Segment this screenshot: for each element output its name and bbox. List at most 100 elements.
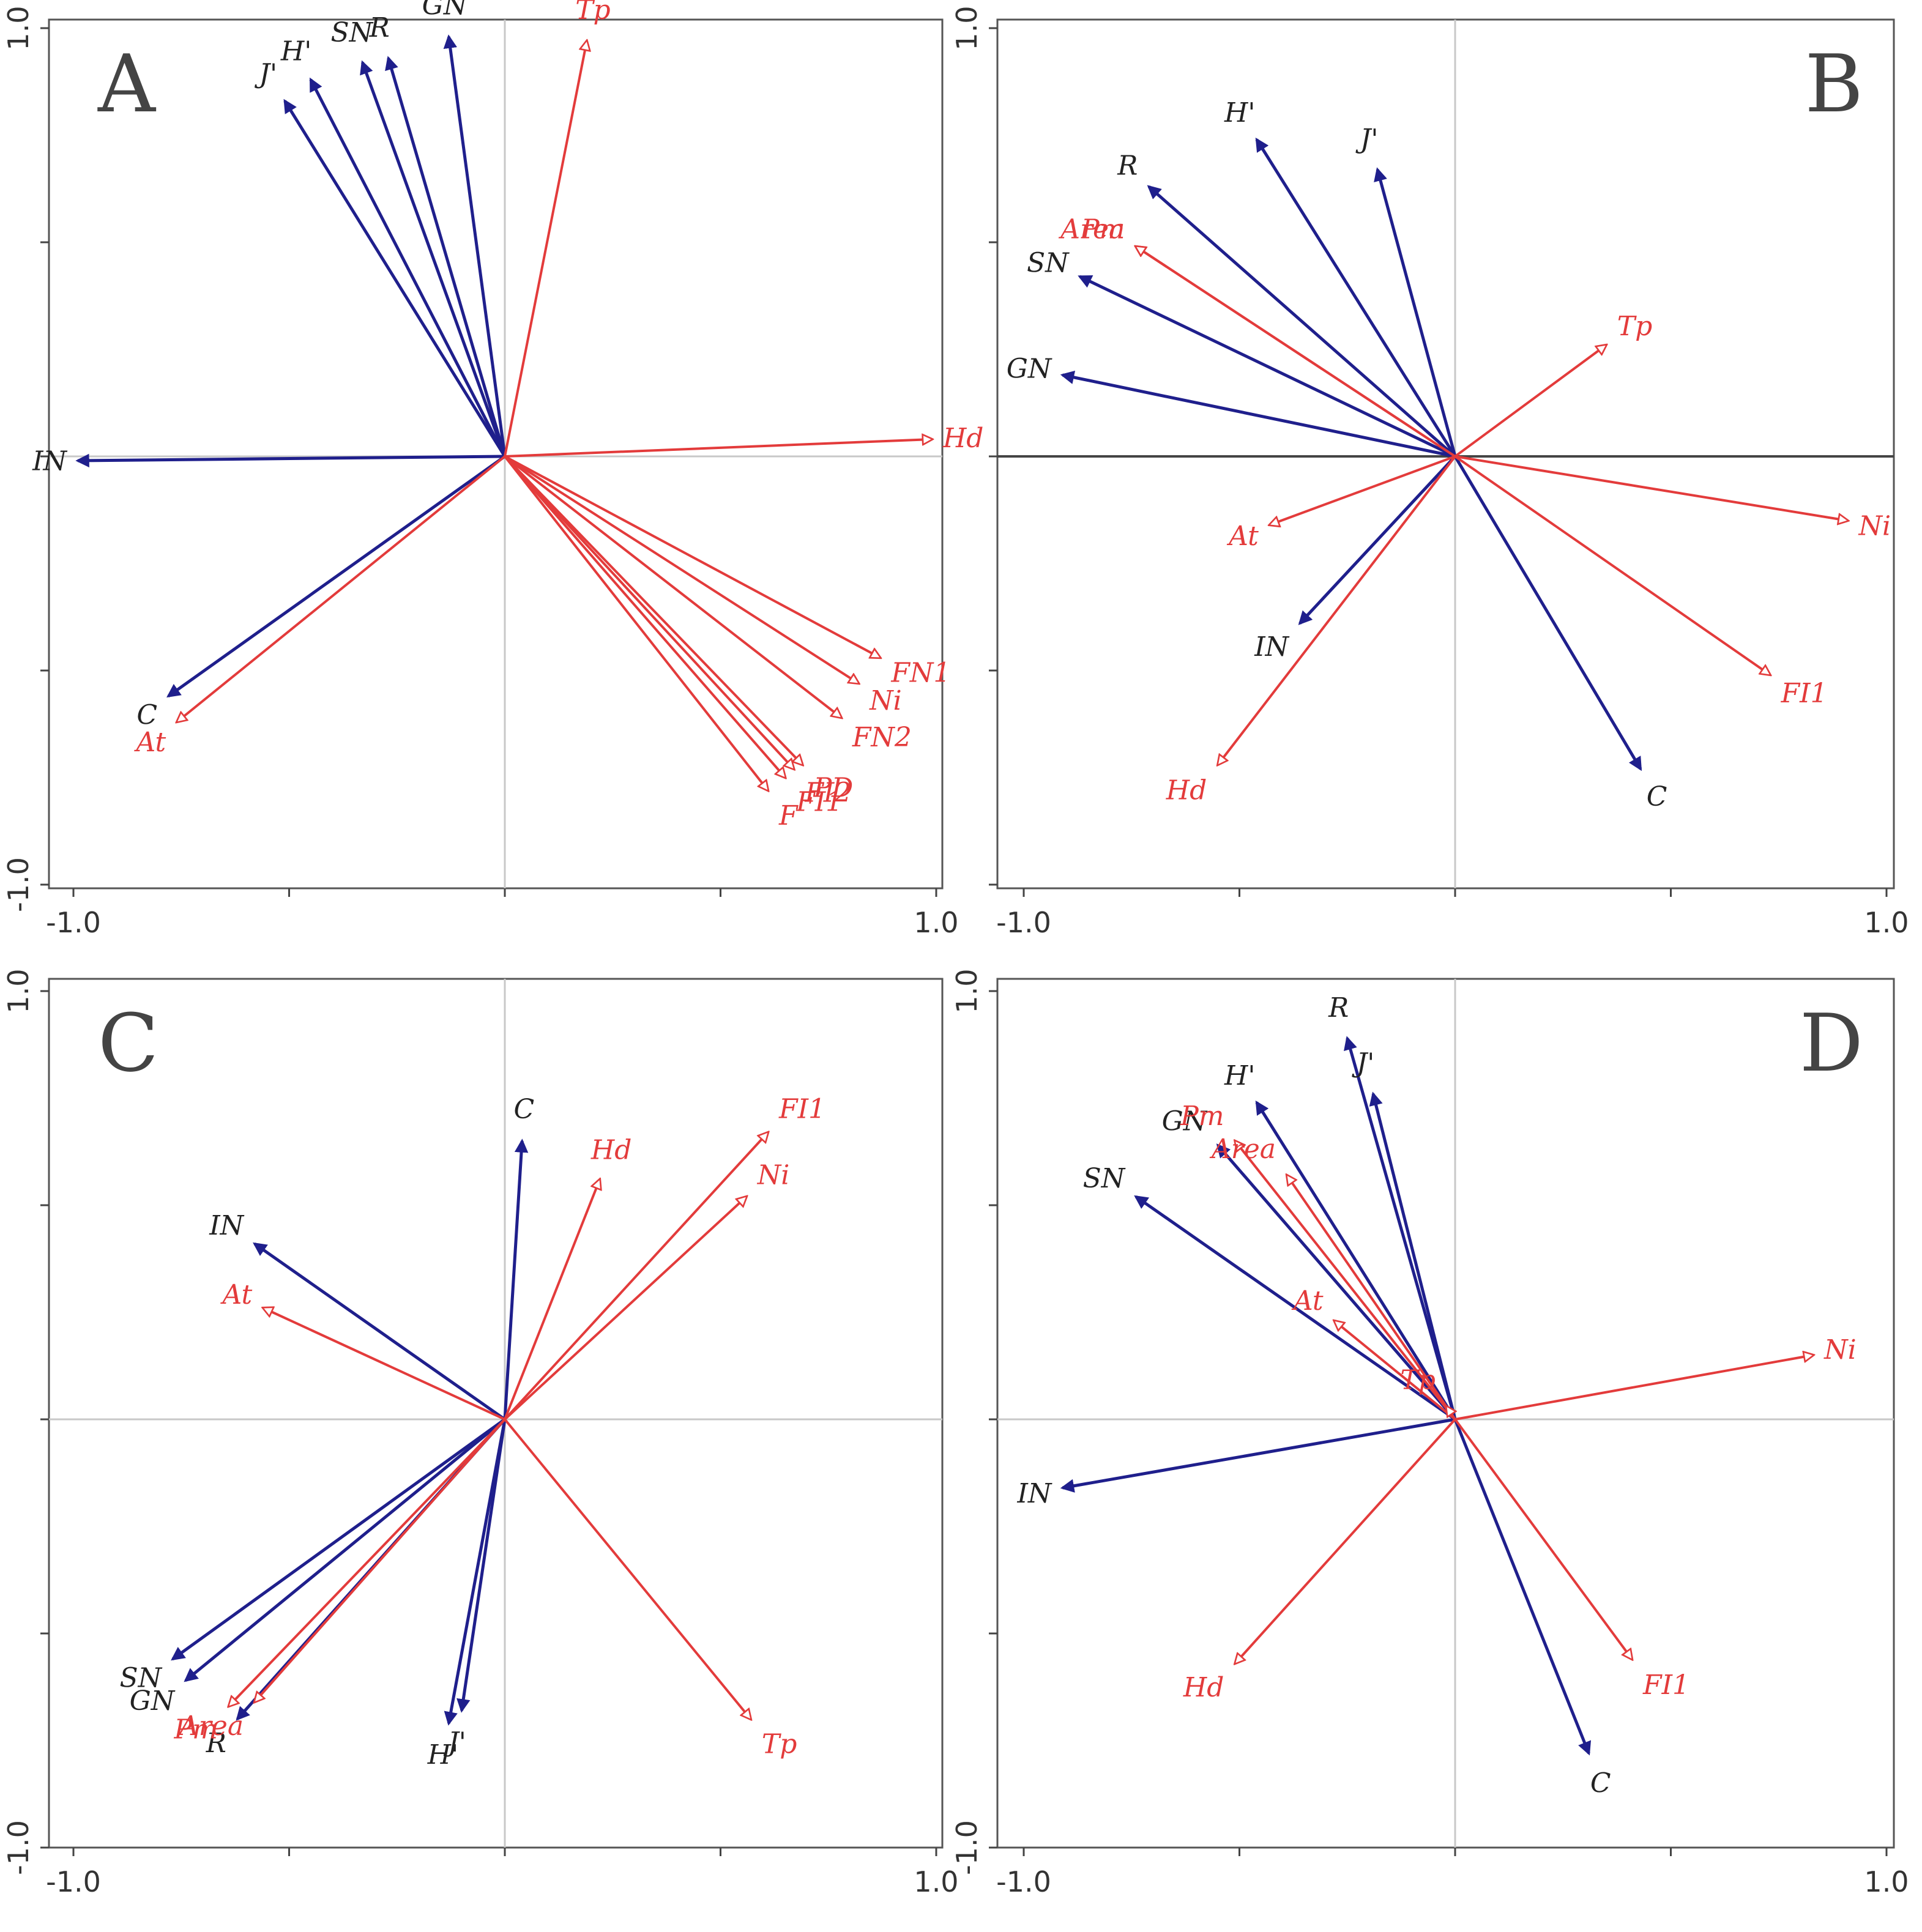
species-vector bbox=[184, 1418, 506, 1682]
vector-label: GN bbox=[130, 1685, 176, 1717]
vector-label: SN bbox=[1083, 1163, 1126, 1194]
vector-label: At bbox=[134, 727, 166, 758]
environment-vector bbox=[504, 439, 932, 458]
plot-frame bbox=[48, 18, 944, 890]
species-vector bbox=[1134, 1195, 1456, 1421]
vector-label: SN bbox=[119, 1663, 162, 1694]
vector-label: H' bbox=[1224, 1060, 1255, 1091]
vector-label: Tp bbox=[762, 1728, 797, 1759]
vector-label: Area bbox=[177, 1711, 244, 1742]
x-tick-label: 1.0 bbox=[1864, 1865, 1909, 1898]
environment-vector bbox=[1136, 247, 1456, 458]
species-vector bbox=[1369, 1091, 1457, 1420]
environment-vector bbox=[504, 41, 587, 457]
vector-label: Ni bbox=[1858, 510, 1891, 541]
vector-label: At bbox=[220, 1279, 253, 1310]
vector-label: Hd bbox=[590, 1135, 632, 1166]
species-vector bbox=[1060, 1417, 1456, 1493]
vector-label: PD bbox=[813, 773, 853, 804]
vector-label: FN2 bbox=[852, 722, 912, 753]
y-tick-label: -1.0 bbox=[950, 1820, 983, 1875]
vector-label: Area bbox=[1209, 1134, 1276, 1165]
panel-a: -1.0 1.01.0-1.0A J'H'SNRGNINCTpHdAtFN1NiFN… bbox=[2, 0, 983, 939]
environment-vector bbox=[504, 1418, 751, 1719]
environment-vector bbox=[504, 455, 859, 683]
vector-label: C bbox=[136, 699, 157, 730]
environment-vector bbox=[1454, 345, 1606, 458]
species-vector bbox=[1453, 455, 1642, 771]
vector-label: H' bbox=[1224, 97, 1255, 128]
vector-label: FI2 bbox=[804, 777, 851, 808]
y-tick-label: -1.0 bbox=[2, 857, 35, 912]
vector-label: FI1 bbox=[778, 1094, 825, 1125]
x-tick-label: -1.0 bbox=[996, 1865, 1051, 1898]
species-vector bbox=[171, 1417, 506, 1661]
environment-vector bbox=[1454, 1418, 1632, 1659]
species-vector bbox=[1298, 455, 1456, 625]
species-vector bbox=[309, 77, 507, 458]
vector-label: Ni bbox=[869, 685, 902, 716]
vector-label: SN bbox=[330, 17, 373, 48]
vector-label: FI1 bbox=[1642, 1670, 1689, 1701]
environment-vector bbox=[1447, 1406, 1455, 1421]
vector-label: C bbox=[1647, 781, 1667, 812]
environment-vector bbox=[1454, 455, 1770, 675]
vector-label: SN bbox=[1027, 247, 1070, 278]
vector-label: FN1 bbox=[890, 658, 950, 689]
environment-vector bbox=[1235, 1141, 1456, 1421]
panel-letter: D bbox=[1800, 997, 1863, 1090]
vector-label: Pm bbox=[173, 1714, 217, 1745]
species-vector bbox=[503, 1139, 529, 1420]
panel-letter: C bbox=[98, 997, 158, 1090]
vector-label: R bbox=[206, 1728, 226, 1759]
y-tick-label: -1.0 bbox=[2, 1820, 35, 1875]
x-tick-label: -1.0 bbox=[46, 906, 101, 939]
vector-label: GN bbox=[422, 0, 468, 21]
y-tick-label: 1.0 bbox=[950, 6, 983, 50]
species-vector bbox=[166, 455, 506, 698]
vector-label: FI1 bbox=[1781, 678, 1828, 709]
environment-vector bbox=[1335, 1321, 1456, 1421]
vector-label: Area bbox=[1058, 214, 1125, 245]
environment-vector bbox=[1270, 455, 1456, 525]
environment-vector bbox=[1455, 455, 1848, 521]
x-tick-label: 1.0 bbox=[1864, 906, 1909, 939]
vector-label: At bbox=[1226, 521, 1259, 552]
environment-vector bbox=[1287, 1175, 1456, 1421]
environment-vector bbox=[504, 455, 880, 658]
vector-label: C bbox=[514, 1094, 535, 1125]
y-tick-label: 1.0 bbox=[2, 6, 35, 50]
vector-label: R bbox=[1117, 150, 1138, 181]
species-vector bbox=[1060, 370, 1456, 458]
vector-label: C bbox=[1590, 1767, 1611, 1799]
x-tick-label: -1.0 bbox=[996, 906, 1051, 939]
species-vector bbox=[1453, 1419, 1592, 1756]
species-vector bbox=[385, 56, 507, 457]
panel-letter: B bbox=[1805, 37, 1863, 130]
y-tick-label: 1.0 bbox=[950, 968, 983, 1013]
vector-label: Hd bbox=[1166, 775, 1207, 806]
species-vector bbox=[1216, 1143, 1456, 1421]
x-tick-label: 1.0 bbox=[914, 1865, 958, 1898]
environment-vector bbox=[504, 455, 794, 769]
vector-label: IN bbox=[209, 1210, 244, 1241]
environment-vector bbox=[1218, 455, 1456, 765]
species-vector bbox=[283, 98, 507, 458]
vector-label: H' bbox=[280, 36, 311, 67]
environment-vector bbox=[263, 1308, 505, 1421]
y-tick-label: 1.0 bbox=[2, 968, 35, 1013]
environment-vector bbox=[229, 1418, 506, 1706]
vector-label: R bbox=[369, 12, 390, 43]
environment-vector bbox=[1235, 1418, 1456, 1663]
environment-vector bbox=[177, 455, 506, 722]
species-vector bbox=[253, 1242, 506, 1421]
vector-label: Pm bbox=[1180, 1101, 1224, 1132]
species-vector bbox=[75, 453, 505, 468]
